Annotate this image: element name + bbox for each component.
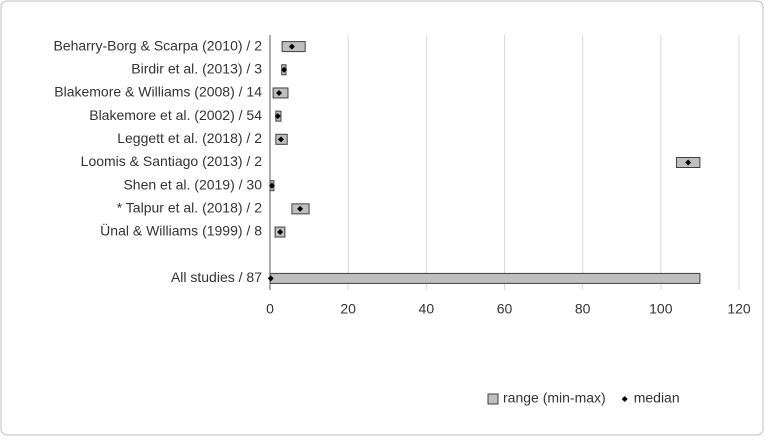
x-tick-label: 120 xyxy=(727,301,751,317)
median-marker xyxy=(297,205,304,212)
y-tick-label: Leggett et al. (2018) / 2 xyxy=(117,130,262,146)
median-marker xyxy=(274,113,281,120)
median-marker xyxy=(288,43,295,50)
median-marker xyxy=(267,275,274,282)
y-tick-label: All studies / 87 xyxy=(171,269,262,285)
legend-label: range (min-max) xyxy=(503,390,606,406)
legend-swatch xyxy=(487,393,499,405)
x-tick-label: 80 xyxy=(575,301,591,317)
median-marker xyxy=(277,136,284,143)
x-tick-label: 20 xyxy=(340,301,356,317)
median-marker xyxy=(685,159,692,166)
legend-swatch xyxy=(621,396,628,402)
y-tick-label: Ünal & Williams (1999) / 8 xyxy=(100,222,262,239)
median-marker xyxy=(277,229,284,236)
median-marker xyxy=(275,89,282,96)
x-tick-label: 0 xyxy=(266,301,274,317)
y-tick-label: Shen et al. (2019) / 30 xyxy=(123,176,262,192)
median-marker xyxy=(268,182,275,189)
x-tick-label: 60 xyxy=(497,301,513,317)
x-tick-label: 40 xyxy=(419,301,435,317)
y-tick-label: Loomis & Santiago (2013) / 2 xyxy=(81,153,263,169)
y-tick-label: * Talpur et al. (2018) / 2 xyxy=(117,200,262,216)
median-marker xyxy=(281,66,288,73)
y-tick-label: Blakemore & Williams (2008) / 14 xyxy=(54,84,262,100)
y-tick-label: Blakemore et al. (2002) / 54 xyxy=(89,107,262,123)
legend-label: median xyxy=(634,390,680,406)
x-tick-label: 100 xyxy=(649,301,673,317)
range-bar xyxy=(269,272,701,284)
y-tick-label: Beharry-Borg & Scarpa (2010) / 2 xyxy=(53,37,262,53)
y-tick-label: Birdir et al. (2013) / 3 xyxy=(131,60,262,76)
